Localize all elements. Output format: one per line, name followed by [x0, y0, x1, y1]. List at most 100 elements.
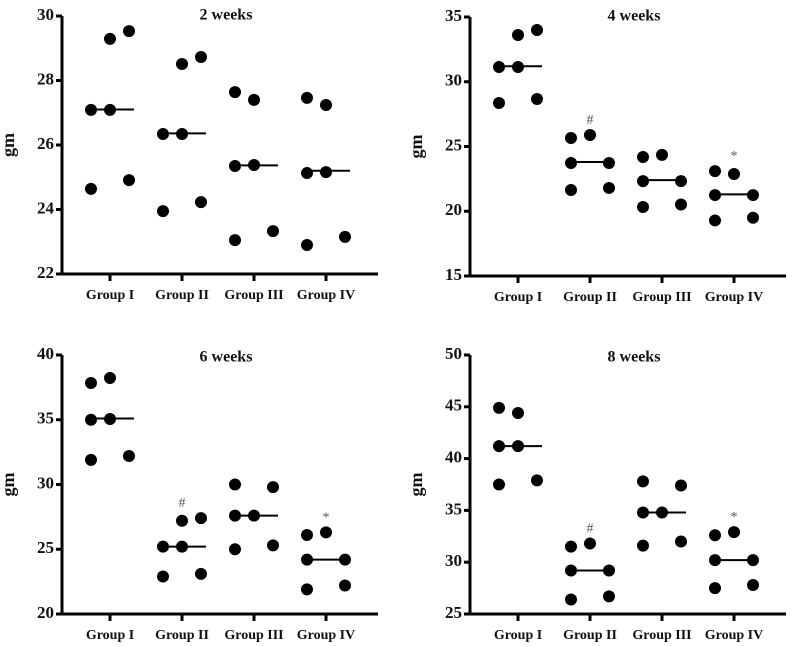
data-point: [320, 99, 332, 112]
significance-marker: *: [323, 510, 330, 525]
data-point: [709, 582, 721, 595]
x-tick-label: Group I: [494, 290, 542, 305]
chart-title: 2 weeks: [200, 7, 253, 24]
data-point: [512, 440, 524, 453]
series-group-iii: [637, 148, 687, 213]
data-point: [493, 60, 505, 73]
significance-marker: *: [731, 510, 738, 525]
data-point: [603, 590, 615, 603]
data-point: [637, 506, 649, 519]
data-point: [728, 526, 740, 539]
data-point: [195, 567, 207, 580]
x-tick-label: Group IV: [297, 628, 355, 643]
data-point: [301, 583, 313, 596]
significance-marker: #: [587, 113, 594, 128]
data-point: [85, 376, 97, 389]
data-point: [195, 50, 207, 63]
chart-panel-4: 8 weeks gm 25 30 35 40 45 50 Group I Group II Grou…: [406, 344, 786, 643]
data-point: [656, 506, 668, 519]
series-group-i: [85, 372, 135, 466]
data-point: [229, 509, 241, 522]
chart-title: 4 weeks: [608, 8, 661, 25]
x-tick-label: Group III: [632, 290, 691, 305]
significance-marker: #: [587, 522, 594, 537]
series-group-iii: [229, 86, 279, 247]
x-tick-label: Group IV: [297, 288, 355, 303]
series-group-ii: #: [565, 113, 615, 197]
data-point: [339, 553, 351, 566]
data-point: [104, 32, 116, 45]
data-point: [267, 225, 279, 238]
chart-panel-3: 6 weeks gm 20 25 30 35 40 Group I Group II Group …: [0, 344, 378, 643]
data-point: [85, 182, 97, 195]
data-point: [656, 148, 668, 161]
y-tick-label: 40: [37, 344, 54, 363]
data-point: [531, 92, 543, 105]
y-tick-label: 30: [445, 551, 462, 570]
data-point: [301, 553, 313, 566]
data-point: [248, 158, 260, 171]
data-point: [637, 200, 649, 213]
x-tick-label: Group III: [632, 628, 691, 643]
x-tick-label: Group II: [563, 290, 617, 305]
y-axis-label: gm: [0, 133, 18, 157]
data-point: [301, 167, 313, 180]
y-tick-label: 35: [445, 6, 462, 25]
data-point: [267, 481, 279, 494]
data-point: [301, 529, 313, 542]
data-point: [493, 96, 505, 109]
x-tick-label: Group I: [86, 288, 134, 303]
data-point: [339, 579, 351, 592]
data-point: [123, 174, 135, 187]
data-point: [565, 564, 577, 577]
data-point: [229, 543, 241, 556]
data-point: [123, 450, 135, 463]
chart-panel-1: 2 weeks gm 22 24 26 28 30 Group I Group II Group …: [0, 5, 378, 303]
data-point: [229, 159, 241, 172]
y-tick-label: 26: [37, 134, 54, 153]
data-point: [637, 475, 649, 488]
data-point: [493, 478, 505, 491]
axes-lines: [60, 16, 378, 276]
data-point: [104, 412, 116, 425]
series-group-iv: *: [709, 149, 759, 227]
data-point: [709, 189, 721, 202]
x-tick-label: Group I: [494, 628, 542, 643]
y-tick-label: 22: [37, 263, 54, 282]
data-point: [195, 196, 207, 209]
data-point: [603, 564, 615, 577]
series-group-ii: #: [565, 522, 615, 606]
data-point: [176, 514, 188, 527]
data-point: [229, 478, 241, 491]
data-point: [320, 526, 332, 539]
data-point: [157, 205, 169, 218]
data-point: [584, 537, 596, 550]
data-point: [195, 512, 207, 525]
data-point: [747, 578, 759, 591]
data-point: [584, 128, 596, 141]
axes-lines: [60, 355, 378, 616]
x-tick-label: Group IV: [705, 628, 763, 643]
data-point: [603, 181, 615, 194]
series-group-iii: [229, 478, 279, 556]
data-point: [531, 474, 543, 487]
y-tick-label: 25: [445, 603, 462, 622]
y-tick-label: 20: [445, 200, 462, 219]
y-tick-label: 50: [445, 344, 462, 363]
series-group-ii: [157, 50, 207, 218]
y-axis-label: gm: [0, 473, 18, 497]
data-point: [157, 128, 169, 141]
data-point: [512, 60, 524, 73]
data-point: [747, 211, 759, 224]
series-group-iii: [637, 475, 687, 552]
data-point: [123, 25, 135, 38]
data-point: [565, 593, 577, 606]
data-point: [493, 401, 505, 414]
data-point: [709, 165, 721, 178]
y-tick-label: 24: [37, 198, 55, 217]
data-point: [85, 413, 97, 426]
data-point: [157, 540, 169, 553]
data-point: [229, 234, 241, 247]
y-tick-label: 45: [445, 396, 462, 415]
